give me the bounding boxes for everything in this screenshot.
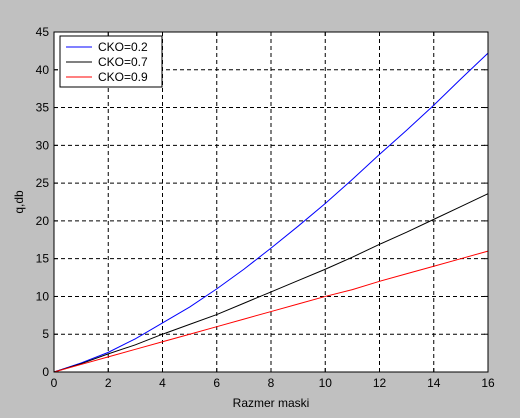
y-tick-label: 5	[42, 327, 49, 341]
y-tick-label: 0	[42, 365, 49, 379]
x-tick-label: 2	[105, 376, 112, 390]
y-tick-label: 20	[36, 214, 50, 228]
x-tick-label: 6	[213, 376, 220, 390]
x-tick-labels: 0 2 4 6 8 10 12 14 16	[51, 376, 495, 390]
x-tick-label: 0	[51, 376, 58, 390]
grid-lines	[54, 32, 488, 372]
legend-label-2: CKO=0.7	[98, 55, 148, 69]
axis-ticks	[53, 31, 489, 373]
x-axis-label: Razmer maski	[233, 396, 310, 410]
y-tick-label: 35	[36, 101, 50, 115]
x-tick-label: 12	[373, 376, 387, 390]
y-tick-label: 45	[36, 25, 50, 39]
series-line-3	[53, 250, 489, 373]
y-tick-label: 40	[36, 63, 50, 77]
series-lines	[53, 52, 489, 373]
y-tick-labels: 0 5 10 15 20 25 30 35 40 45	[36, 25, 50, 379]
x-tick-label: 4	[159, 376, 166, 390]
series-line-1	[53, 52, 489, 373]
series-line-2	[53, 193, 489, 373]
x-tick-label: 16	[481, 376, 495, 390]
x-tick-label: 10	[319, 376, 333, 390]
y-tick-label: 25	[36, 176, 50, 190]
legend-label-1: CKO=0.2	[98, 40, 148, 54]
y-tick-label: 30	[36, 138, 50, 152]
y-tick-label: 10	[36, 289, 50, 303]
y-axis-label: q,db	[12, 190, 26, 214]
legend-label-3: CKO=0.9	[98, 70, 148, 84]
y-tick-label: 15	[36, 252, 50, 266]
x-tick-label: 8	[268, 376, 275, 390]
x-tick-label: 14	[427, 376, 441, 390]
